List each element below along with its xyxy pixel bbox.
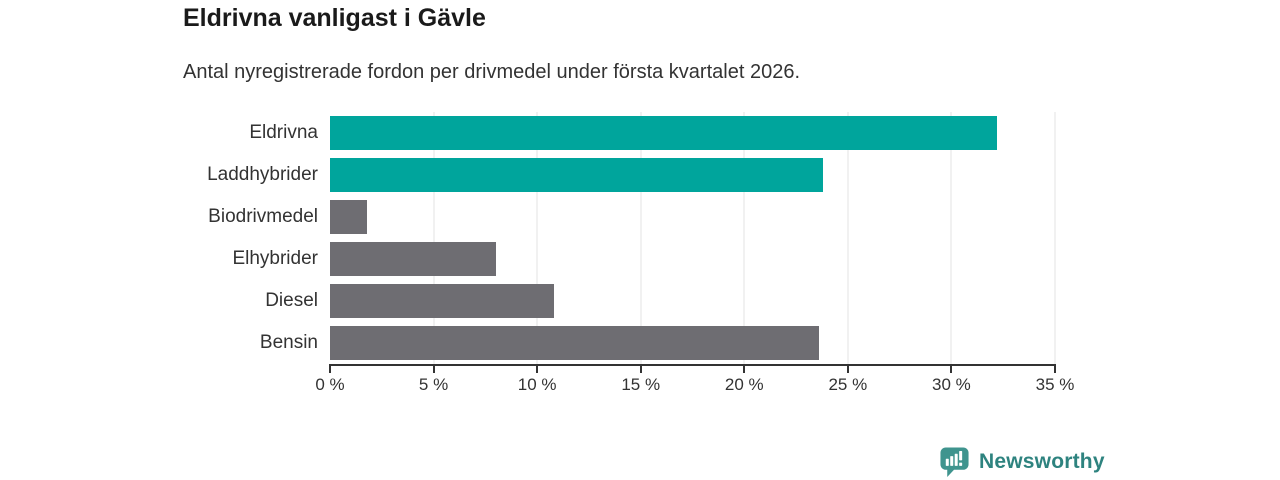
- bar: [330, 242, 496, 276]
- bar: [330, 116, 997, 150]
- newsworthy-logo: Newsworthy: [939, 446, 1105, 478]
- axis-tick-label: 20 %: [724, 375, 764, 394]
- axis-tick: [329, 364, 331, 373]
- gridline: [743, 112, 745, 364]
- axis-tick-label: 35 %: [1035, 375, 1075, 394]
- bar: [330, 326, 819, 360]
- bar: [330, 284, 554, 318]
- axis-tick-label: 10 %: [517, 375, 557, 394]
- axis-tick-label: 15 %: [621, 375, 661, 394]
- plot-area: Eldrivna Laddhybrider Biodrivmedel Elhybrid…: [207, 112, 1074, 394]
- gridline: [640, 112, 642, 364]
- category-label: Elhybrider: [232, 248, 318, 269]
- category-label: Eldrivna: [249, 122, 318, 143]
- bar-row: Biodrivmedel: [208, 196, 1055, 238]
- gridline: [847, 112, 849, 364]
- category-label: Diesel: [265, 290, 318, 311]
- chart-subtitle: Antal nyregistrerade fordon per drivmede…: [183, 61, 801, 83]
- bar-row: Elhybrider: [232, 238, 1055, 280]
- axis-tick-label: 30 %: [932, 375, 971, 394]
- axis-tick: [536, 364, 539, 373]
- category-label: Bensin: [259, 332, 318, 353]
- axis-tick: [1054, 364, 1056, 373]
- category-label: Biodrivmedel: [208, 206, 318, 227]
- bar-row: Laddhybrider: [207, 154, 1055, 196]
- axis-tick: [432, 364, 435, 373]
- category-label: Laddhybrider: [207, 164, 318, 185]
- axis-tick: [743, 364, 746, 373]
- gridline: [433, 112, 435, 364]
- logo-text: Newsworthy: [979, 450, 1105, 473]
- gridline: [536, 112, 538, 364]
- bar-row: Bensin: [260, 322, 1055, 364]
- gridline: [1054, 112, 1056, 364]
- axis-tick: [846, 364, 849, 373]
- chart-title: Eldrivna vanligast i Gävle: [183, 4, 486, 32]
- axis-tick-label: 25 %: [828, 375, 868, 394]
- axis-tick-label: 5 %: [418, 375, 449, 394]
- bar-row: Eldrivna: [249, 112, 1055, 154]
- gridline: [950, 112, 952, 364]
- bar: [330, 158, 823, 192]
- axis-tick: [950, 364, 953, 373]
- bar: [330, 200, 368, 234]
- axis-tick-label: 0 %: [315, 375, 345, 394]
- bar-chart-pin-icon: [940, 447, 969, 478]
- axis-tick: [639, 364, 642, 373]
- bar-rows: Eldrivna Laddhybrider Biodrivmedel Elhybrid…: [207, 112, 1055, 364]
- bar-row: Diesel: [265, 280, 1055, 322]
